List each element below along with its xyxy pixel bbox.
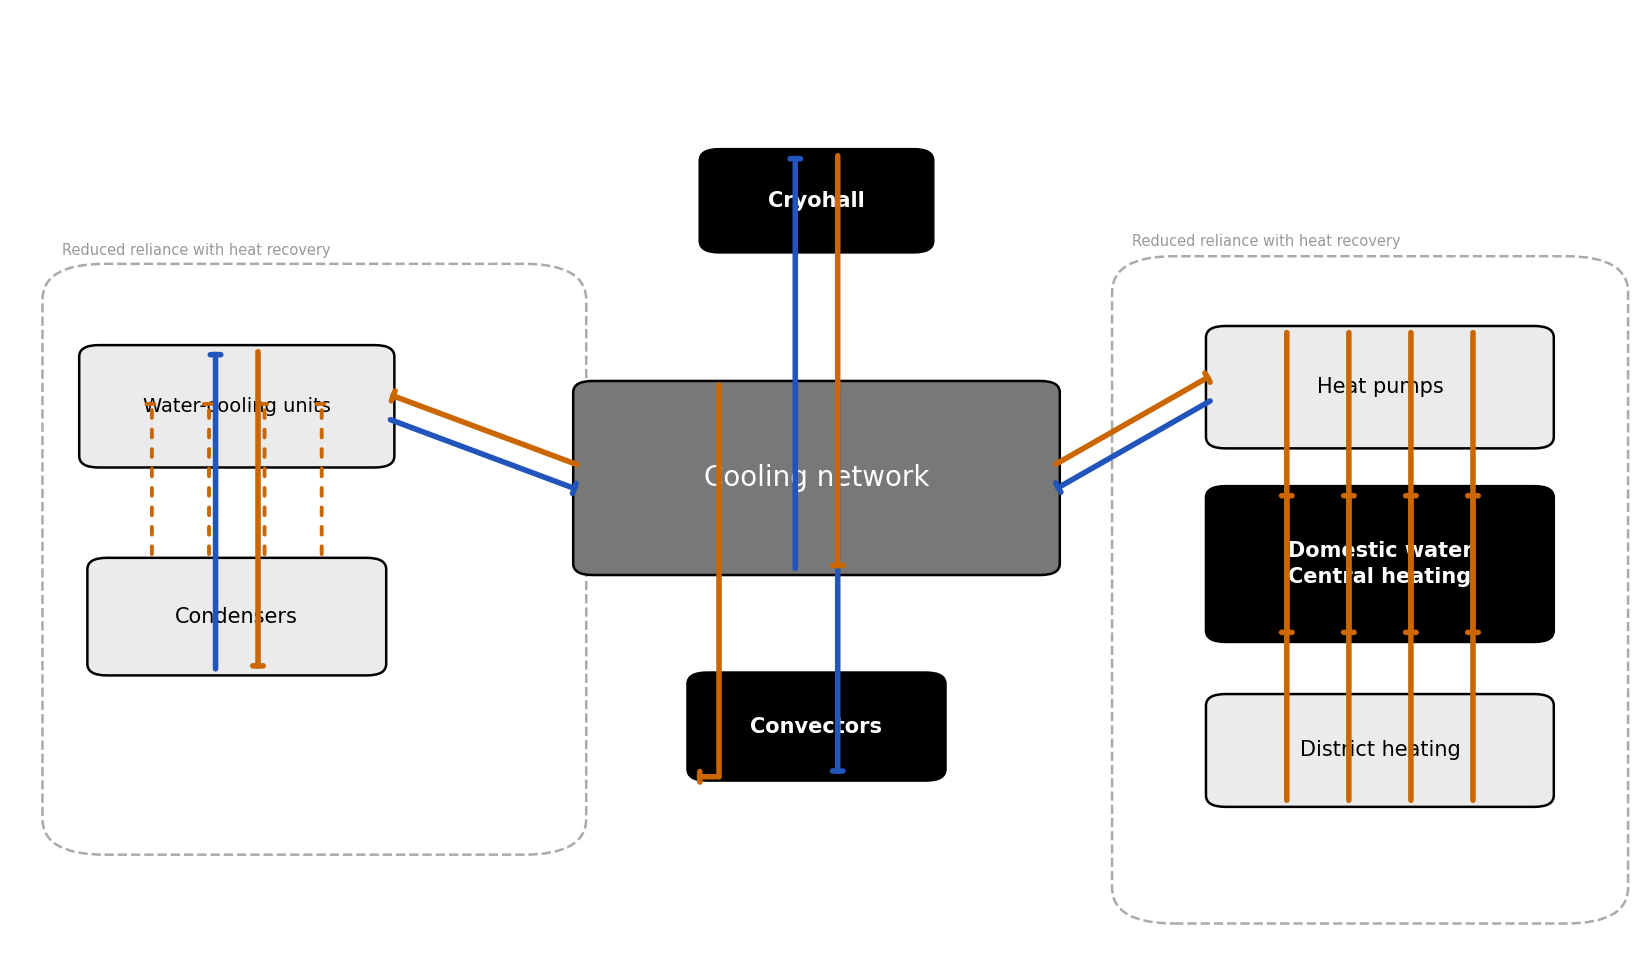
FancyBboxPatch shape (1204, 326, 1552, 448)
FancyBboxPatch shape (698, 149, 934, 252)
Text: Condensers: Condensers (175, 607, 299, 626)
Text: Reduced reliance with heat recovery: Reduced reliance with heat recovery (62, 243, 330, 258)
Text: Water-cooling units: Water-cooling units (142, 397, 331, 416)
Text: Heat pumps: Heat pumps (1315, 378, 1443, 397)
FancyBboxPatch shape (78, 345, 395, 467)
Text: Cryohall: Cryohall (767, 191, 865, 210)
FancyBboxPatch shape (86, 558, 387, 676)
FancyBboxPatch shape (1204, 487, 1552, 642)
FancyBboxPatch shape (687, 673, 945, 780)
FancyBboxPatch shape (1204, 694, 1552, 807)
FancyBboxPatch shape (573, 381, 1059, 576)
Text: Domestic water
Central heating: Domestic water Central heating (1286, 541, 1472, 587)
Text: Reduced reliance with heat recovery: Reduced reliance with heat recovery (1131, 233, 1399, 249)
Text: Cooling network: Cooling network (703, 464, 929, 492)
Text: District heating: District heating (1299, 741, 1459, 760)
Text: Convectors: Convectors (751, 717, 881, 736)
